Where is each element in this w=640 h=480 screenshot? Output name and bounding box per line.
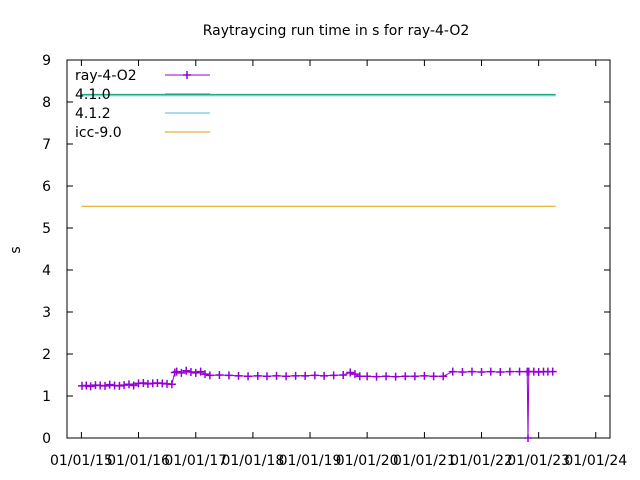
data-point bbox=[215, 371, 224, 379]
data-point bbox=[82, 381, 91, 390]
y-tick-label: 6 bbox=[42, 179, 51, 195]
series-group bbox=[78, 93, 557, 442]
data-point bbox=[186, 368, 195, 377]
data-point bbox=[262, 372, 271, 381]
data-point bbox=[196, 367, 205, 376]
data-point bbox=[205, 371, 214, 380]
y-tick-label: 8 bbox=[42, 95, 51, 111]
x-tick-label: 01/01/23 bbox=[507, 453, 570, 469]
data-point bbox=[548, 367, 557, 376]
x-tick-label: 01/01/20 bbox=[336, 453, 399, 469]
data-point bbox=[167, 380, 176, 389]
data-point bbox=[391, 372, 400, 381]
data-point bbox=[172, 367, 181, 376]
data-point bbox=[372, 372, 381, 381]
data-point bbox=[439, 372, 448, 381]
plot-axes bbox=[66, 59, 611, 439]
data-point bbox=[467, 367, 476, 376]
data-point bbox=[191, 368, 200, 377]
y-tick-label: 9 bbox=[42, 53, 51, 69]
y-tick-label: 1 bbox=[42, 389, 51, 405]
data-point bbox=[101, 381, 110, 390]
x-tick-label: 01/01/18 bbox=[221, 453, 284, 469]
data-point bbox=[355, 372, 364, 381]
y-tick-label: 2 bbox=[42, 347, 51, 363]
data-point bbox=[120, 381, 129, 390]
data-point bbox=[363, 372, 372, 381]
data-point bbox=[524, 434, 533, 442]
data-point bbox=[177, 368, 186, 377]
data-point bbox=[486, 367, 495, 376]
data-point bbox=[272, 371, 281, 380]
data-point bbox=[224, 371, 233, 380]
x-tick-label: 01/01/15 bbox=[50, 453, 113, 469]
axis-ticks: 012345678901/01/1501/01/1601/01/1701/01/… bbox=[42, 53, 627, 469]
y-tick-label: 0 bbox=[42, 431, 51, 447]
legend-label: icc-9.0 bbox=[75, 125, 122, 141]
data-point bbox=[420, 371, 429, 380]
legend-label: 4.1.0 bbox=[75, 87, 111, 103]
data-point bbox=[201, 370, 210, 379]
data-point bbox=[320, 371, 329, 380]
data-point bbox=[448, 367, 457, 376]
data-point bbox=[182, 366, 191, 375]
x-tick-label: 01/01/24 bbox=[564, 453, 627, 469]
data-point bbox=[329, 371, 338, 380]
legend: ray-4-O2 4.1.0 4.1.2 icc-9.0 bbox=[75, 68, 210, 141]
x-tick-label: 01/01/22 bbox=[450, 453, 513, 469]
data-point bbox=[477, 368, 486, 377]
data-point bbox=[115, 381, 124, 390]
data-point bbox=[301, 371, 310, 380]
data-point bbox=[346, 368, 355, 377]
data-point bbox=[505, 367, 514, 376]
legend-label: ray-4-O2 bbox=[75, 68, 137, 84]
data-point bbox=[86, 382, 95, 391]
data-point bbox=[253, 371, 262, 380]
x-tick-label: 01/01/21 bbox=[393, 453, 456, 469]
y-tick-label: 3 bbox=[42, 305, 51, 321]
data-point bbox=[515, 367, 524, 376]
data-point bbox=[496, 368, 505, 377]
y-axis-label: s bbox=[8, 246, 24, 253]
chart-title: Raytraycing run time in s for ray-4-O2 bbox=[203, 23, 470, 39]
data-point bbox=[105, 380, 114, 389]
plot-border bbox=[66, 59, 611, 439]
legend-label: 4.1.2 bbox=[75, 106, 111, 122]
data-point bbox=[339, 371, 348, 379]
data-point bbox=[410, 372, 419, 381]
data-point bbox=[458, 368, 467, 377]
data-point bbox=[350, 370, 359, 379]
data-point bbox=[124, 380, 133, 389]
data-point bbox=[234, 371, 243, 380]
data-point bbox=[429, 372, 438, 381]
data-point bbox=[282, 372, 291, 381]
x-tick-label: 01/01/19 bbox=[279, 453, 342, 469]
data-point bbox=[139, 378, 148, 387]
data-point bbox=[310, 371, 319, 380]
x-tick-label: 01/01/16 bbox=[107, 453, 170, 469]
legend-marker bbox=[183, 71, 191, 79]
data-point bbox=[401, 372, 410, 381]
y-tick-label: 5 bbox=[42, 221, 51, 237]
y-tick-label: 7 bbox=[42, 137, 51, 153]
data-point bbox=[382, 372, 391, 381]
x-tick-label: 01/01/17 bbox=[164, 453, 227, 469]
y-tick-label: 4 bbox=[42, 263, 51, 279]
data-point bbox=[291, 371, 300, 380]
data-point bbox=[129, 381, 138, 390]
data-point bbox=[244, 372, 253, 381]
